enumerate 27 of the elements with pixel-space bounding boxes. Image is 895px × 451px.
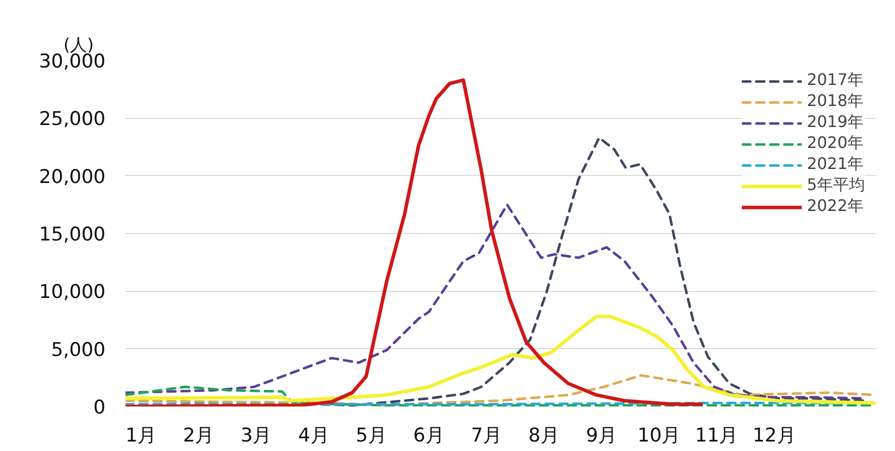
x-tick-label: 7月 (470, 424, 502, 446)
y-tick-label: 10,000 (39, 281, 106, 304)
x-tick-label: 6月 (413, 424, 444, 446)
legend-label: 2018年 (806, 91, 864, 112)
x-tick-label: 5月 (356, 424, 387, 446)
legend-label: 2022年 (806, 196, 864, 217)
x-tick-label: 2月 (183, 424, 214, 446)
x-tick-label: 1月 (125, 424, 157, 446)
y-tick-label: 25,000 (39, 108, 106, 130)
y-tick-label: 15,000 (39, 224, 106, 246)
legend-label: 2021年 (806, 154, 864, 175)
legend-label: 2019年 (806, 112, 864, 133)
x-tick-label: 12月 (752, 424, 796, 446)
x-tick-label: 8月 (528, 424, 560, 446)
legend-label: 2017年 (806, 70, 864, 91)
legend-label: 2020年 (806, 133, 864, 154)
y-tick-label: 20,000 (39, 166, 106, 188)
y-tick-label: 0 (93, 396, 106, 418)
x-tick-label: 3月 (240, 424, 272, 446)
line-series (126, 314, 876, 405)
x-tick-label: 11月 (695, 424, 738, 446)
legend-label: 5年平均 (806, 175, 865, 196)
x-tick-label: 10月 (637, 424, 681, 446)
x-tick-label: 4月 (298, 424, 330, 446)
y-tick-label: 5,000 (51, 338, 106, 361)
x-tick-label: 9月 (586, 424, 618, 446)
line-series (126, 78, 703, 406)
